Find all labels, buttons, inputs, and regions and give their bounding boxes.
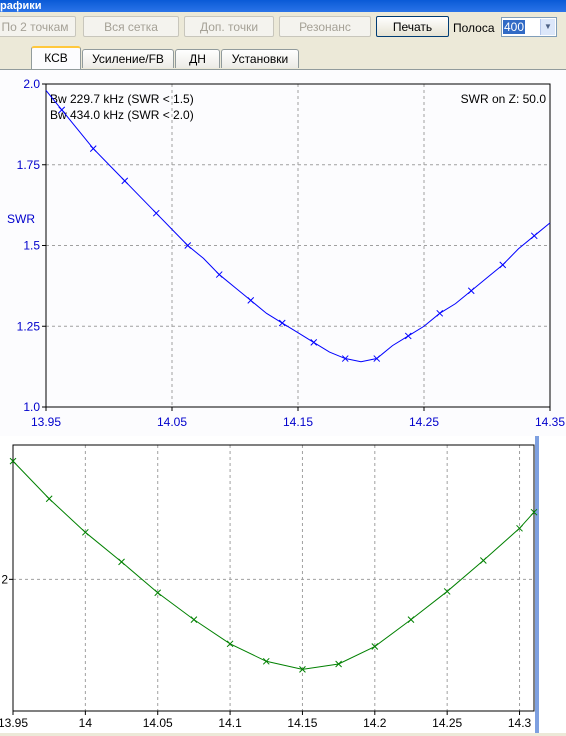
data-point-marker bbox=[9, 457, 17, 465]
data-point-marker bbox=[341, 355, 349, 362]
x-tick-label: 14.05 bbox=[143, 716, 173, 730]
x-tick-label: 14.25 bbox=[409, 415, 439, 429]
data-point-marker bbox=[89, 145, 97, 152]
data-point-marker bbox=[335, 660, 342, 668]
data-point-marker bbox=[436, 309, 444, 317]
two-points-button[interactable]: По 2 точкам bbox=[0, 16, 76, 37]
x-tick-label: 14.2 bbox=[363, 716, 387, 730]
data-point-marker bbox=[247, 297, 255, 304]
swr-panel: 13.95 14.05 14.15 14.25 14.35 2.0 1.75 1.5 1.25 1… bbox=[0, 69, 566, 436]
print-button[interactable]: Печать bbox=[376, 16, 449, 37]
y-tick-label: 1.5 bbox=[23, 239, 40, 253]
y-tick-label: 1.0 bbox=[23, 400, 40, 414]
data-point-marker bbox=[262, 657, 270, 665]
x-tick-label: 14.15 bbox=[283, 415, 313, 429]
data-point-marker bbox=[215, 271, 223, 278]
y-tick-label: 1.25 bbox=[17, 319, 41, 333]
data-point-marker bbox=[299, 665, 306, 673]
bandwidth-1-text: Bw 229.7 kHz (SWR < 1.5) bbox=[50, 92, 194, 106]
data-point-marker bbox=[404, 332, 412, 340]
tab-settings[interactable]: Установки bbox=[221, 49, 299, 68]
window-title: рафики bbox=[0, 0, 42, 12]
x-tick-label: 13.95 bbox=[0, 716, 28, 730]
data-point-marker bbox=[152, 209, 160, 217]
data-point-marker bbox=[45, 495, 53, 503]
data-point-marker bbox=[190, 616, 198, 624]
lower-chart-panel: 13.95 14 14.05 14.1 14.15 14.2 14.25 14.3 2 bbox=[0, 436, 566, 733]
data-point-marker bbox=[58, 106, 66, 114]
swr-axis-label: SWR bbox=[7, 212, 35, 226]
x-tick-label: 14.25 bbox=[432, 716, 462, 730]
y-tick-label: 1.75 bbox=[17, 158, 41, 172]
data-point-marker bbox=[479, 557, 487, 564]
bandwidth-2-text: Bw 434.0 kHz (SWR < 2.0) bbox=[50, 108, 194, 122]
data-point-marker bbox=[373, 355, 381, 362]
band-value[interactable]: 400 bbox=[503, 20, 526, 34]
data-point-marker bbox=[121, 177, 129, 185]
data-point-marker bbox=[530, 232, 538, 240]
data-point-marker bbox=[226, 640, 234, 648]
x-tick-label: 14.15 bbox=[287, 716, 317, 730]
tab-strip: КСВ Усиление/FB ДН Установки bbox=[0, 44, 566, 70]
x-tick-label: 14.05 bbox=[157, 415, 187, 429]
toolbar: По 2 точкам Вся сетка Доп. точки Резонан… bbox=[0, 13, 566, 43]
data-point-marker bbox=[278, 319, 286, 327]
panel-splitter[interactable] bbox=[535, 436, 539, 733]
x-tick-label: 14.3 bbox=[508, 716, 532, 730]
data-point-marker bbox=[467, 287, 475, 295]
data-point-marker bbox=[184, 242, 192, 249]
y-tick-label: 2 bbox=[1, 572, 8, 586]
tab-pattern[interactable]: ДН bbox=[175, 49, 220, 68]
y-tick-label: 2.0 bbox=[23, 77, 40, 91]
series-line bbox=[45, 90, 551, 363]
full-grid-button[interactable]: Вся сетка bbox=[83, 16, 179, 37]
data-point-marker bbox=[516, 524, 523, 532]
band-combo[interactable]: 400 ▼ bbox=[501, 17, 557, 37]
data-point-marker bbox=[499, 261, 507, 269]
data-point-marker bbox=[310, 339, 318, 346]
extra-points-button[interactable]: Доп. точки bbox=[184, 16, 274, 37]
data-point-marker bbox=[371, 643, 379, 650]
data-point-marker bbox=[118, 558, 125, 566]
series-line bbox=[12, 460, 535, 670]
chevron-down-icon[interactable]: ▼ bbox=[540, 19, 555, 35]
swr-chart: 13.95 14.05 14.15 14.25 14.35 2.0 1.75 1.5 1.25 1… bbox=[7, 77, 565, 429]
data-point-marker bbox=[82, 528, 89, 536]
swr-on-z-text: SWR on Z: 50.0 bbox=[461, 92, 547, 106]
tab-swr[interactable]: КСВ bbox=[31, 46, 81, 69]
data-point-marker bbox=[530, 508, 538, 516]
data-point-marker bbox=[154, 589, 162, 597]
x-tick-label: 14.1 bbox=[218, 716, 242, 730]
data-point-marker bbox=[407, 616, 415, 624]
lower-chart: 13.95 14 14.05 14.1 14.15 14.2 14.25 14.3 2 bbox=[0, 436, 539, 733]
x-tick-label: 14.35 bbox=[535, 415, 565, 429]
band-label: Полоса bbox=[453, 21, 495, 35]
x-tick-label: 13.95 bbox=[31, 415, 61, 429]
window-titlebar: рафики bbox=[0, 0, 566, 12]
lower-plot-frame bbox=[12, 444, 535, 712]
tab-gain-fb[interactable]: Усиление/FB bbox=[82, 49, 174, 68]
x-tick-label: 14 bbox=[79, 716, 93, 730]
data-point-marker bbox=[443, 588, 451, 595]
resonance-button[interactable]: Резонанс bbox=[279, 16, 371, 37]
